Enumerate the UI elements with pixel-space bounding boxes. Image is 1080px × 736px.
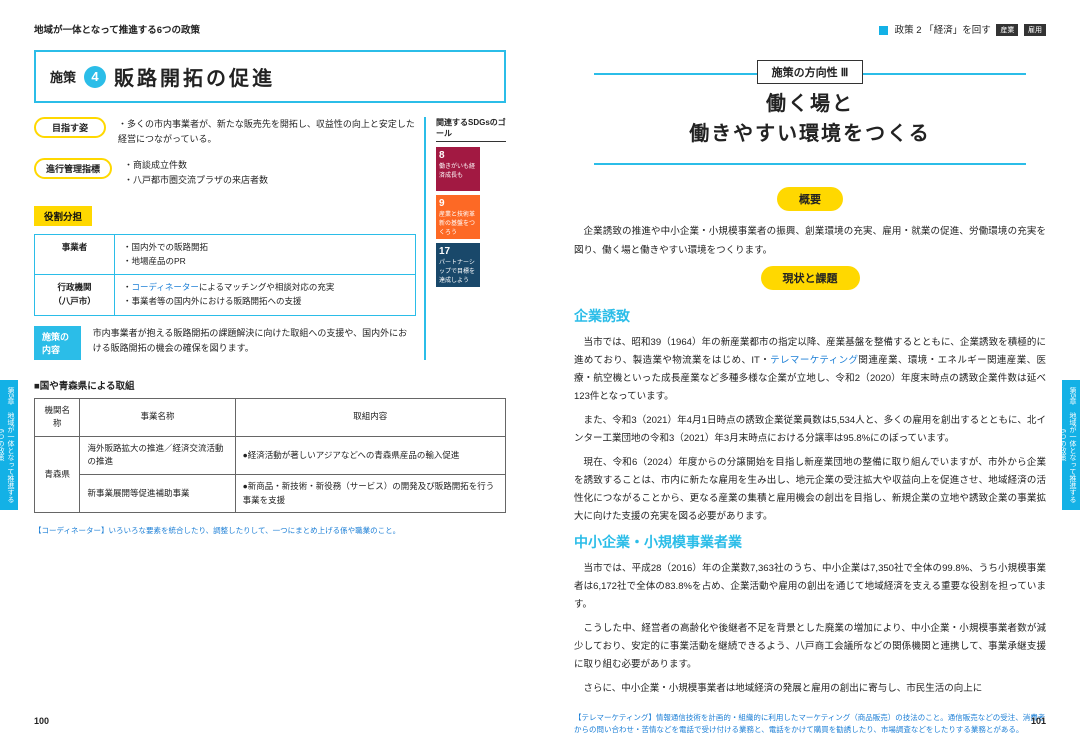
body-paragraph: 当市では、昭和39（1964）年の新産業都市の指定以降、産業基盤を整備するととも… [574, 334, 1046, 406]
header-tag-2: 雇用 [1024, 24, 1046, 36]
policy-label: 施策 [50, 67, 76, 86]
policy-title: 販路開拓の促進 [114, 62, 275, 91]
aim-label: 目指す姿 [34, 117, 106, 138]
table-row: 新事業展開等促進補助事業●新商品・新技術・新役務（サービス）の開発及び販路開拓を… [35, 474, 506, 512]
body-paragraph: また、令和3（2021）年4月1日時点の誘致企業従業員数は5,534人と、多くの… [574, 412, 1046, 448]
content-text: 市内事業者が抱える販路開拓の課題解決に向けた取組への支援や、国内外における販路開… [93, 326, 416, 357]
direction-box: 施策の方向性 Ⅲ [757, 60, 864, 84]
policy-title-box: 施策 4 販路開拓の促進 [34, 50, 506, 103]
right-header: 政策 2 「経済」を回す 産業 雇用 [574, 22, 1046, 36]
roles-table: 事業者・国内外での販路開拓 ・地場産品のPR行政機関 （八戸市）・コーディネータ… [34, 234, 416, 315]
summary-text: 企業誘致の推進や中小企業・小規模事業者の振興、創業環境の充実、雇用・就業の促進、… [574, 223, 1046, 259]
vertical-divider [424, 117, 426, 360]
summary-label: 概要 [777, 187, 843, 211]
kpi-label: 進行管理指標 [34, 158, 112, 179]
left-header: 地域が一体となって推進する6つの政策 [34, 22, 506, 36]
page-number-right: 101 [1031, 716, 1046, 726]
pref-title: ■国や青森県による取組 [34, 378, 506, 392]
kpi-text: ・商談成立件数 ・八戸都市圏交流プラザの来店者数 [124, 158, 268, 189]
aim-row: 目指す姿 ・多くの市内事業者が、新たな販売先を開拓し、収益性の向上と安定した経営… [34, 117, 416, 148]
section-heading: 中小企業・小規模事業者業 [574, 532, 1046, 552]
body-paragraph: 当市では、平成28（2016）年の企業数7,363社のうち、中小企業は7,350… [574, 560, 1046, 614]
body-paragraph: さらに、中小企業・小規模事業者は地域経済の発展と雇用の創出に寄与し、市民生活の向… [574, 680, 1046, 698]
side-tab-left: 第5章 地域が一体となって推進する 6つの政策 [0, 380, 18, 510]
table-row: 事業者・国内外での販路開拓 ・地場産品のPR [35, 235, 416, 275]
sdgs-column: 関連するSDGsのゴール 8働きがいも経済成長も9産業と技術革新の基盤をつくろう… [436, 117, 506, 291]
section-heading: 企業誘致 [574, 306, 1046, 326]
hero-bottom-line [594, 163, 1026, 165]
header-tag-1: 産業 [996, 24, 1018, 36]
policy-number-badge: 4 [84, 66, 106, 88]
side-tab-right: 第5章 地域が一体となって推進する 6つの政策 [1062, 380, 1080, 510]
sdg-tile: 8働きがいも経済成長も [436, 147, 480, 191]
page-right: 第5章 地域が一体となって推進する 6つの政策 政策 2 「経済」を回す 産業 … [540, 0, 1080, 732]
table-row: 行政機関 （八戸市）・コーディネーターによるマッチングや相談対応の充実 ・事業者… [35, 275, 416, 315]
issues-label: 現状と課題 [761, 266, 860, 290]
sdg-tile: 17パートナーシップで目標を達成しよう [436, 243, 480, 287]
body-paragraph: こうした中、経営者の高齢化や後継者不足を背景とした廃業の増加により、中小企業・小… [574, 620, 1046, 674]
content-label: 施策の内容 [34, 326, 81, 360]
kpi-row: 進行管理指標 ・商談成立件数 ・八戸都市圏交流プラザの来店者数 [34, 158, 416, 189]
table-row: 青森県海外販路拡大の推進／経済交流活動の推進●経済活動が著しいアジアなどへの青森… [35, 436, 506, 474]
right-header-text: 政策 2 「経済」を回す [895, 25, 991, 36]
content-row: 施策の内容 市内事業者が抱える販路開拓の課題解決に向けた取組への支援や、国内外に… [34, 326, 416, 360]
page-number-left: 100 [34, 716, 49, 726]
sdgs-title: 関連するSDGsのゴール [436, 117, 506, 142]
aim-text: ・多くの市内事業者が、新たな販売先を開拓し、収益性の向上と安定した経営につながっ… [118, 117, 416, 148]
direction-hero: 施策の方向性 Ⅲ 働く場と働きやすい環境をつくる 概要 [574, 50, 1046, 223]
roles-label: 役割分担 [34, 206, 92, 226]
pref-table: 機関名称事業名称取組内容 青森県海外販路拡大の推進／経済交流活動の推進●経済活動… [34, 398, 506, 514]
page-left: 第5章 地域が一体となって推進する 6つの政策 地域が一体となって推進する6つの… [0, 0, 540, 732]
direction-title: 働く場と働きやすい環境をつくる [574, 89, 1046, 149]
left-main-col: 関連するSDGsのゴール 8働きがいも経済成長も9産業と技術革新の基盤をつくろう… [34, 117, 506, 360]
right-footnote: 【テレマーケティング】情報通信技術を計画的・組織的に利用したマーケティング（商品… [574, 712, 1046, 736]
left-footnote: 【コーディネーター】いろいろな要素を統合したり、調整したりして、一つにまとめ上げ… [34, 525, 506, 536]
sdg-tile: 9産業と技術革新の基盤をつくろう [436, 195, 480, 239]
header-square-icon [879, 26, 888, 35]
body-paragraph: 現在、令和6（2024）年度からの分譲開始を目指し新産業団地の整備に取り組んでい… [574, 454, 1046, 526]
